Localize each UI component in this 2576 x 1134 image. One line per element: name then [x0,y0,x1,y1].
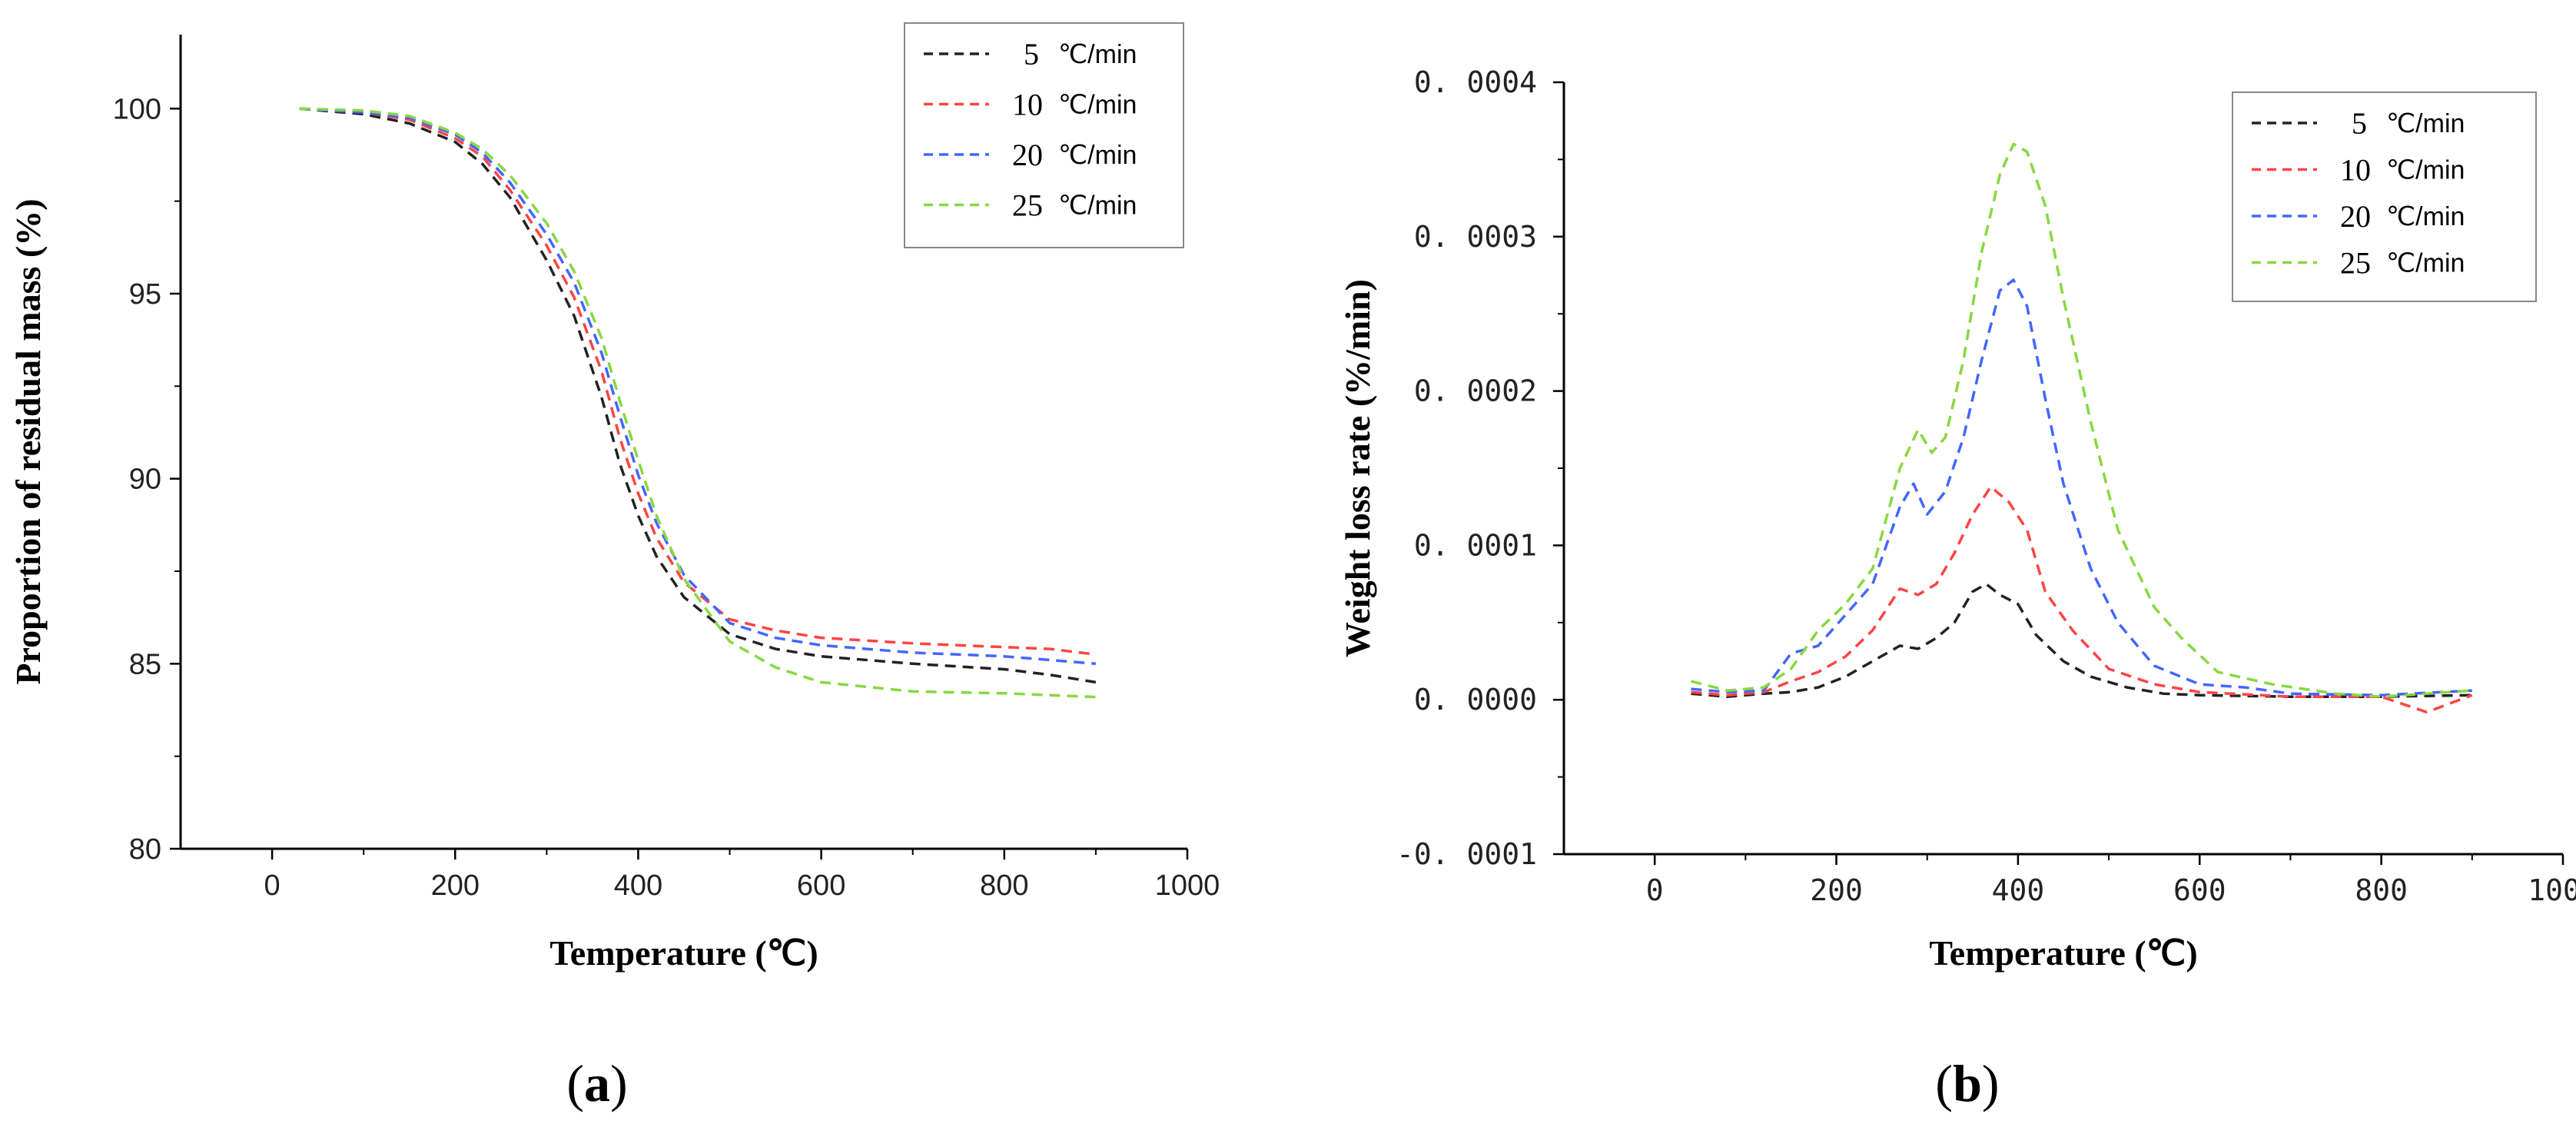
legend-unit: ℃/min [1058,91,1137,120]
x-tick-label: 400 [1992,873,2045,907]
y-tick-label: 0. 0001 [1414,528,1537,562]
series-line-10 [299,107,1097,657]
x-tick-label: 400 [614,870,662,902]
y-tick-label: 0. 0003 [1414,220,1537,254]
x-tick-label: 800 [2355,873,2408,907]
legend-label: 10 [1012,88,1043,122]
series-line-25 [1691,142,2472,698]
y-tick-label: 100 [113,93,161,125]
series-line-5 [1691,582,2472,698]
panel-label: (a) [566,1054,627,1112]
x-tick-label: 0 [264,870,281,902]
y-tick-label: -0. 0001 [1396,837,1537,871]
x-tick-label: 800 [980,870,1028,902]
chart-panel-a: 0 200 400 600 800 1000 80 85 90 95 100 Temperature … [8,22,1220,1112]
legend-unit: ℃/min [1058,141,1137,170]
legend-box [904,22,1184,248]
x-tick-label: 200 [1810,873,1863,907]
y-tick-label: 85 [129,648,161,680]
legend-unit: ℃/min [2386,156,2465,185]
x-tick-label: 0 [1646,873,1664,907]
legend-unit: ℃/min [2386,249,2465,278]
legend-label: 20 [1012,138,1043,172]
x-tick-label: 600 [797,870,845,902]
series-line-25 [299,107,1096,699]
legend-label: 10 [2340,153,2371,188]
x-tick-label: 1000 [2528,873,2576,907]
series-line-5 [299,107,1097,684]
x-axis-title: Temperature (℃) [1929,933,2197,973]
legend-box [2232,91,2537,302]
legend-label: 20 [2340,199,2371,234]
series-line-10 [1691,485,2473,714]
y-tick-label: 95 [129,278,161,311]
legend-unit: ℃/min [2386,109,2465,138]
x-axis-title: Temperature (℃) [549,933,818,973]
y-tick-label: 0. 0002 [1414,374,1537,408]
x-tick-label: 1000 [1155,870,1220,902]
series-line-20 [1691,278,2472,697]
legend-unit: ℃/min [1058,40,1137,69]
legend-label: 5 [2352,106,2367,141]
y-axis-title: Weight loss rate (%/min) [1338,279,1377,657]
legend-label: 25 [1012,188,1043,223]
y-axis-title: Proportion of residual mass (%) [8,198,48,684]
x-tick-label: 200 [431,870,480,902]
series-line-20 [299,107,1097,666]
legend-label: 25 [2340,246,2371,281]
chart-panel-b: 0 200 400 600 800 1000 -0. 0001 0. 0000 0. 0001 0… [1338,65,2576,1112]
y-tick-label: 80 [129,833,161,866]
y-tick-label: 0. 0000 [1414,683,1537,717]
legend-unit: ℃/min [1058,191,1137,221]
y-tick-label: 0. 0004 [1414,65,1537,99]
x-tick-label: 600 [2173,873,2226,907]
y-tick-label: 90 [129,464,161,496]
panel-label: (b) [1935,1054,1999,1112]
legend-label: 5 [1024,37,1039,71]
legend-unit: ℃/min [2386,202,2465,231]
